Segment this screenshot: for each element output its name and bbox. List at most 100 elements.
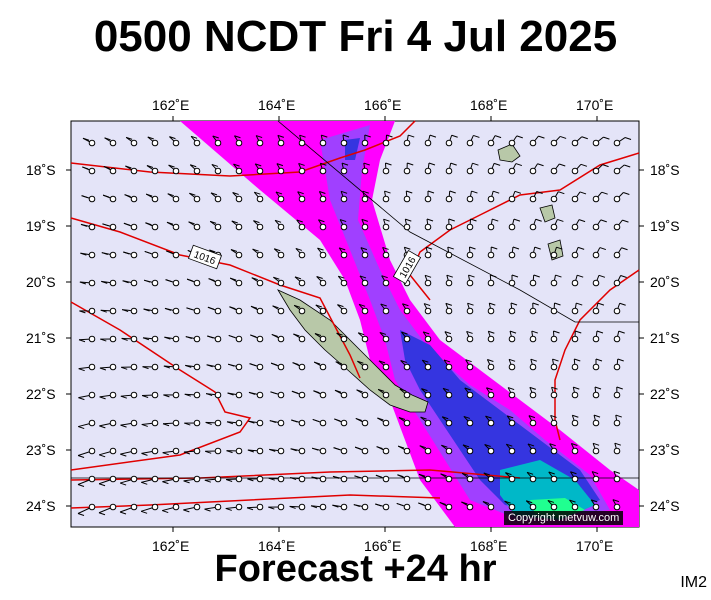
wind-station-dot (235, 223, 243, 231)
wind-barb-feather (337, 304, 344, 308)
wind-barb-feather (204, 508, 211, 512)
wind-station-dot (529, 503, 537, 511)
wind-barb-feather (103, 165, 110, 169)
wind-barb-feather (548, 471, 555, 475)
wind-station-dot (319, 195, 327, 203)
wind-station-dot (445, 419, 453, 427)
wind-barb-feather (79, 281, 87, 285)
wind-barb-feather (184, 422, 191, 426)
wind-station-dot (529, 139, 537, 147)
wind-station-dot (550, 195, 558, 203)
wind-station-dot (613, 223, 621, 231)
wind-station-dot (214, 447, 222, 455)
wind-station-dot (193, 195, 201, 203)
wind-station-dot (529, 447, 537, 455)
wind-station-dot (214, 279, 222, 287)
wind-barb-feather (255, 163, 262, 167)
wind-station-dot (235, 279, 243, 287)
wind-barb-feather (494, 135, 502, 139)
wind-station-dot (424, 195, 432, 203)
wind-barb-feather (592, 442, 600, 446)
wind-barb-feather (613, 470, 621, 474)
wind-barb-feather (340, 190, 348, 194)
wind-station-dot (550, 447, 558, 455)
wind-barb-feather (419, 445, 426, 449)
wind-barb-feather (79, 310, 86, 314)
wind-station-dot (193, 475, 201, 483)
wind-station-dot (88, 307, 96, 315)
wind-barb-feather (142, 366, 149, 370)
wind-station-dot (256, 279, 264, 287)
wind-barb-feather (506, 443, 513, 447)
wind-barb-feather (578, 219, 586, 223)
wind-station-dot (319, 307, 327, 315)
wind-station-dot (109, 335, 117, 343)
wind-station-dot (256, 167, 264, 175)
wind-station-dot (487, 447, 495, 455)
wind-barb-feather (485, 415, 492, 419)
wind-station-dot (613, 307, 621, 315)
wind-station-dot (361, 167, 369, 175)
wind-station-dot (172, 503, 180, 511)
wind-barb-feather (612, 499, 620, 503)
wind-station-dot (445, 167, 453, 175)
wind-station-dot (214, 167, 222, 175)
lat-tick-label: 19˚S (26, 218, 56, 234)
wind-barb-feather (102, 194, 110, 198)
wind-station-dot (592, 363, 600, 371)
wind-barb-feather (470, 218, 477, 222)
wind-station-dot (592, 223, 600, 231)
wind-station-dot (550, 139, 558, 147)
wind-station-dot (256, 195, 264, 203)
wind-station-dot (319, 167, 327, 175)
wind-barb-feather (146, 165, 154, 169)
wind-station-dot (172, 419, 180, 427)
wind-barb-feather (276, 163, 284, 167)
wind-barb-feather (313, 390, 320, 394)
lon-tick-label: 164˚E (258, 538, 296, 554)
wind-station-dot (298, 195, 306, 203)
wind-station-dot (487, 223, 495, 231)
wind-barb-feather (449, 190, 456, 194)
lat-tick-label: 23˚S (26, 442, 56, 458)
wind-barb-feather (207, 306, 215, 310)
wind-station-dot (403, 419, 411, 427)
wind-station-dot (571, 139, 579, 147)
wind-station-dot (613, 195, 621, 203)
wind-station-dot (613, 167, 621, 175)
wind-station-dot (424, 391, 432, 399)
wind-barb-feather (120, 453, 127, 457)
wind-station-dot (256, 251, 264, 259)
lat-tick-label: 21˚S (26, 330, 56, 346)
wind-station-dot (88, 167, 96, 175)
wind-station-dot (613, 419, 621, 427)
wind-barb-feather (334, 389, 342, 393)
wind-station-dot (214, 223, 222, 231)
wind-barb-feather (570, 471, 577, 475)
wind-station-dot (172, 475, 180, 483)
wind-barb-feather (491, 246, 498, 250)
wind-station-dot (382, 447, 390, 455)
wind-station-dot (319, 419, 327, 427)
wind-barb-feather (376, 446, 383, 450)
wind-station-dot (277, 167, 285, 175)
wind-station-dot (361, 363, 369, 371)
wind-barb-feather (489, 302, 496, 306)
wind-station-dot (424, 139, 432, 147)
wind-barb-feather (418, 473, 426, 477)
wind-barb-feather (508, 358, 516, 362)
wind-station-dot (382, 363, 390, 371)
wind-barb-feather (295, 247, 303, 251)
wind-barb-feather (386, 134, 393, 138)
wind-barb-feather (398, 417, 406, 421)
wind-station-dot (550, 503, 558, 511)
wind-station-dot (130, 363, 138, 371)
wind-station-dot (382, 167, 390, 175)
wind-barb-feather (145, 222, 152, 226)
wind-station-dot (193, 307, 201, 315)
wind-barb-feather (549, 443, 556, 447)
wind-station-dot (151, 447, 159, 455)
wind-station-dot (508, 419, 516, 427)
wind-barb-feather (441, 444, 448, 448)
wind-station-dot (445, 363, 453, 371)
